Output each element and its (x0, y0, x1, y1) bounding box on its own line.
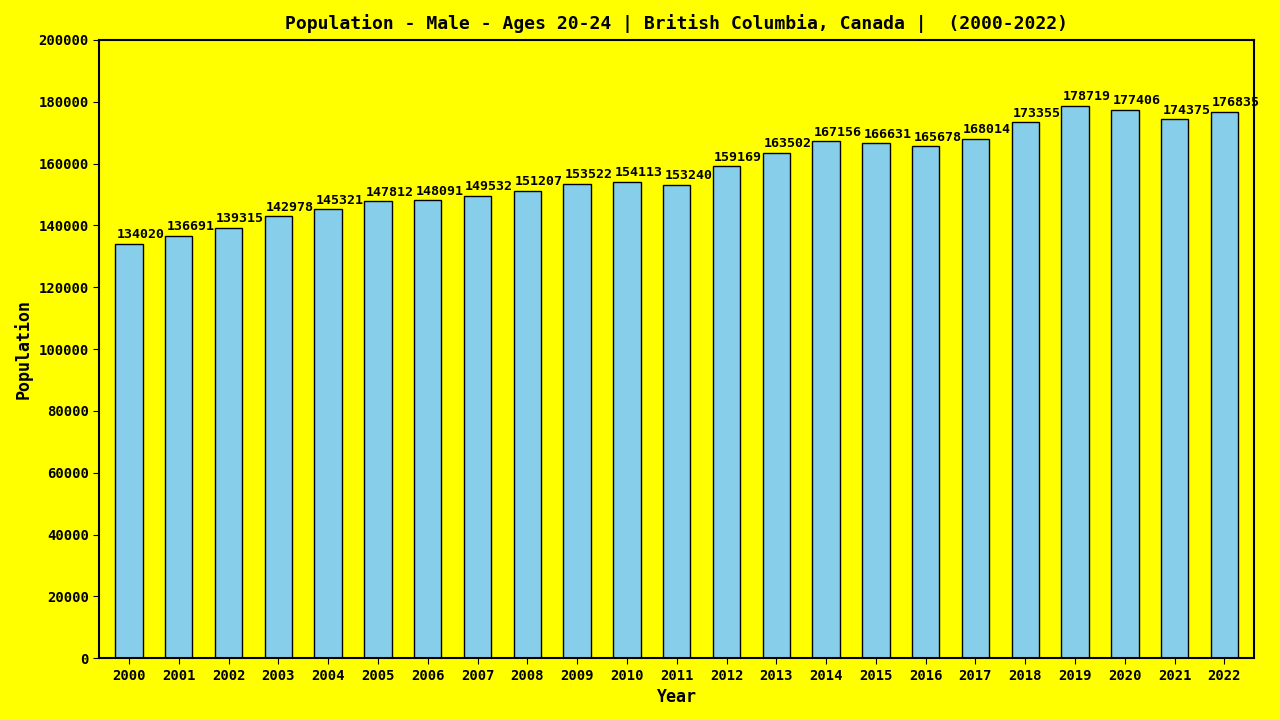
Text: 177406: 177406 (1112, 94, 1161, 107)
Bar (315, 209, 342, 658)
Text: 167156: 167156 (814, 126, 861, 139)
Bar (1011, 122, 1039, 658)
Text: 147812: 147812 (366, 186, 413, 199)
Text: 142978: 142978 (266, 201, 314, 214)
Text: 153522: 153522 (564, 168, 613, 181)
Bar (613, 182, 640, 658)
Text: 178719: 178719 (1062, 90, 1111, 103)
Bar (563, 184, 591, 658)
Bar (265, 216, 292, 658)
Text: 134020: 134020 (116, 228, 165, 241)
Bar (713, 166, 740, 658)
Bar (913, 146, 940, 658)
Bar (165, 235, 192, 658)
Text: 174375: 174375 (1162, 104, 1211, 117)
Text: 153240: 153240 (664, 169, 713, 182)
Bar (1161, 120, 1188, 658)
Bar (863, 143, 890, 658)
Bar (115, 244, 142, 658)
Text: 173355: 173355 (1012, 107, 1061, 120)
Bar (1211, 112, 1238, 658)
Text: 151207: 151207 (515, 175, 563, 189)
Text: 163502: 163502 (764, 138, 812, 150)
Text: 154113: 154113 (614, 166, 663, 179)
Text: 159169: 159169 (714, 150, 762, 163)
Bar (413, 200, 442, 658)
Text: 176835: 176835 (1212, 96, 1260, 109)
X-axis label: Year: Year (657, 688, 696, 706)
Bar (215, 228, 242, 658)
Bar (463, 196, 492, 658)
Bar (1061, 106, 1089, 658)
Y-axis label: Population: Population (14, 299, 33, 399)
Text: 145321: 145321 (316, 194, 364, 207)
Text: 165678: 165678 (914, 130, 961, 143)
Text: 168014: 168014 (963, 123, 1011, 136)
Text: 148091: 148091 (416, 185, 463, 198)
Text: 166631: 166631 (864, 127, 911, 140)
Bar (1111, 110, 1139, 658)
Text: 136691: 136691 (166, 220, 215, 233)
Bar (961, 139, 989, 658)
Bar (663, 184, 690, 658)
Text: 149532: 149532 (465, 181, 513, 194)
Bar (513, 191, 541, 658)
Text: 139315: 139315 (216, 212, 264, 225)
Bar (763, 153, 790, 658)
Title: Population - Male - Ages 20-24 | British Columbia, Canada |  (2000-2022): Population - Male - Ages 20-24 | British… (285, 14, 1069, 33)
Bar (365, 202, 392, 658)
Bar (813, 142, 840, 658)
